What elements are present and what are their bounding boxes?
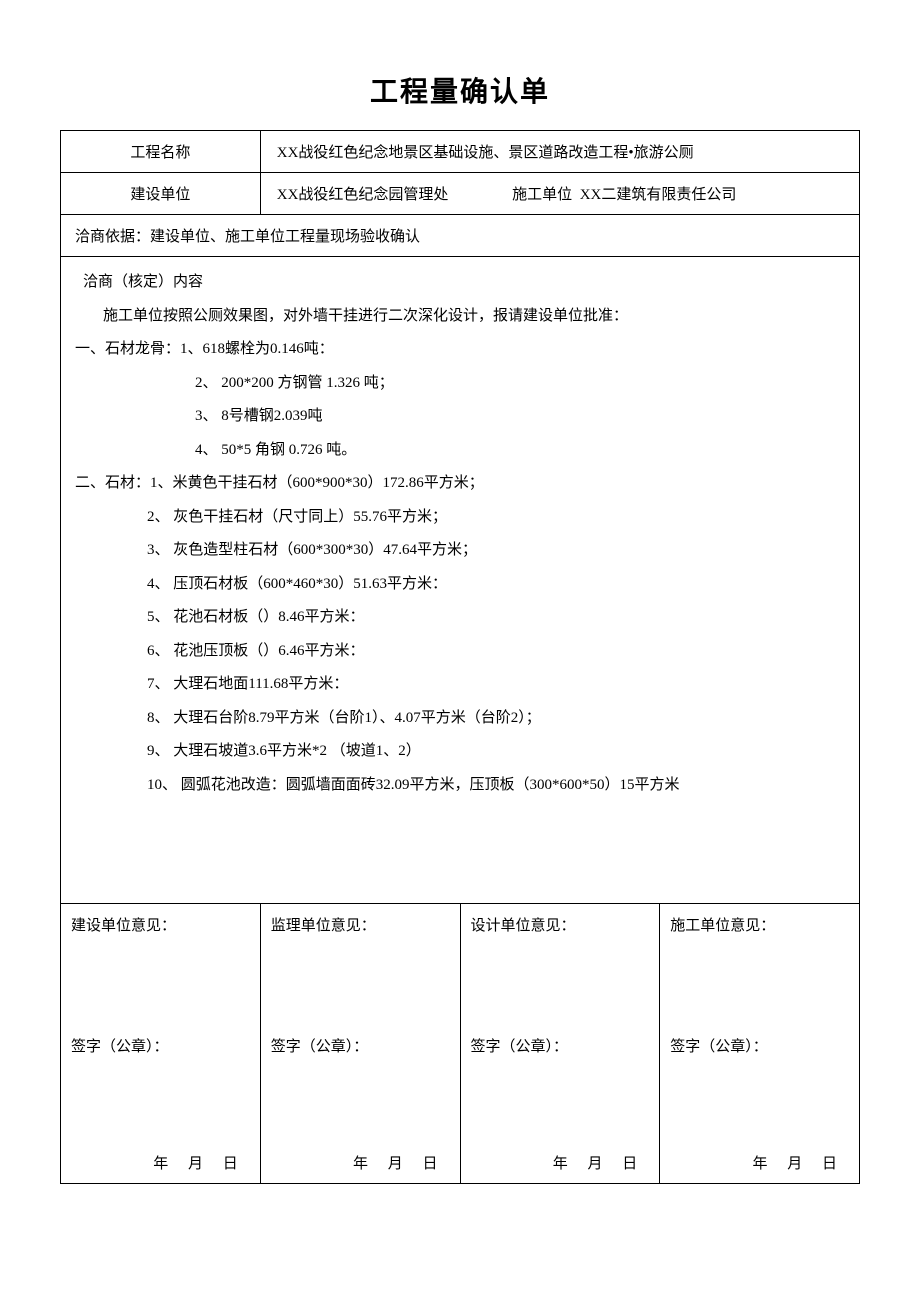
row-project-name: 工程名称 XX战役红色纪念地景区基础设施、景区道路改造工程•旅游公厕 <box>61 131 860 173</box>
section2-head: 二、石材：1、米黄色干挂石材（600*900*30）172.86平方米； <box>75 468 845 500</box>
label-project-name: 工程名称 <box>61 131 261 173</box>
s2-item: 7、 大理石地面111.68平方米： <box>75 669 845 701</box>
opinion-supervisor: 监理单位意见： 签字（公章）： 年 月 日 <box>260 904 460 1184</box>
s2-item: 3、 灰色造型柱石材（600*300*30）47.64平方米； <box>75 535 845 567</box>
s2-item: 4、 压顶石材板（600*460*30）51.63平方米： <box>75 569 845 601</box>
opinion-designer: 设计单位意见： 签字（公章）： 年 月 日 <box>460 904 660 1184</box>
owner-unit-value: XX战役红色纪念园管理处 <box>277 187 449 203</box>
s2-item: 10、 圆弧花池改造：圆弧墙面面砖32.09平方米，压顶板（300*600*50… <box>75 770 845 802</box>
sign-contractor: 签字（公章）： <box>670 1035 849 1056</box>
row-content: 洽商（核定）内容 施工单位按照公厕效果图，对外墙干挂进行二次深化设计，报请建设单… <box>61 257 860 904</box>
opinion-owner: 建设单位意见： 签字（公章）： 年 月 日 <box>61 904 261 1184</box>
basis-text: 洽商依据：建设单位、施工单位工程量现场验收确认 <box>61 215 860 257</box>
sign-designer: 签字（公章）： <box>471 1035 650 1056</box>
row-units: 建设单位 XX战役红色纪念园管理处 施工单位 XX二建筑有限责任公司 <box>61 173 860 215</box>
s1-item: 3、 8号槽钢2.039吨 <box>75 401 845 433</box>
date-contractor: 年 月 日 <box>752 1152 845 1173</box>
date-designer: 年 月 日 <box>553 1152 646 1173</box>
label-contractor-unit: 施工单位 <box>512 183 572 204</box>
s1-item: 2、 200*200 方钢管 1.326 吨； <box>75 368 845 400</box>
date-owner: 年 月 日 <box>153 1152 246 1173</box>
s2-item: 6、 花池压顶板（）6.46平方米： <box>75 636 845 668</box>
main-table: 工程名称 XX战役红色纪念地景区基础设施、景区道路改造工程•旅游公厕 建设单位 … <box>60 130 860 1184</box>
value-project-name: XX战役红色纪念地景区基础设施、景区道路改造工程•旅游公厕 <box>260 131 859 173</box>
date-supervisor: 年 月 日 <box>353 1152 446 1173</box>
opinion-owner-label: 建设单位意见： <box>71 914 250 935</box>
opinion-contractor: 施工单位意见： 签字（公章）： 年 月 日 <box>660 904 860 1184</box>
sign-owner: 签字（公章）： <box>71 1035 250 1056</box>
section1-head: 一、石材龙骨：1、618螺栓为0.146吨： <box>75 334 845 366</box>
s2-item: 5、 花池石材板（）8.46平方米： <box>75 602 845 634</box>
content-body: 洽商（核定）内容 施工单位按照公厕效果图，对外墙干挂进行二次深化设计，报请建设单… <box>61 257 860 904</box>
sign-supervisor: 签字（公章）： <box>271 1035 450 1056</box>
s2-item: 2、 灰色干挂石材（尺寸同上）55.76平方米； <box>75 502 845 534</box>
s2-item: 9、 大理石坡道3.6平方米*2 （坡道1、2） <box>75 736 845 768</box>
opinion-contractor-label: 施工单位意见： <box>670 914 849 935</box>
row-basis: 洽商依据：建设单位、施工单位工程量现场验收确认 <box>61 215 860 257</box>
row-opinions: 建设单位意见： 签字（公章）： 年 月 日 监理单位意见： 签字（公章）： 年 … <box>61 904 860 1184</box>
value-units: XX战役红色纪念园管理处 施工单位 XX二建筑有限责任公司 <box>260 173 859 215</box>
label-owner-unit: 建设单位 <box>61 173 261 215</box>
contractor-unit-text: XX二建筑有限责任公司 <box>580 187 737 203</box>
content-intro: 施工单位按照公厕效果图，对外墙干挂进行二次深化设计，报请建设单位批准： <box>75 301 845 333</box>
content-heading: 洽商（核定）内容 <box>75 267 845 299</box>
opinion-supervisor-label: 监理单位意见： <box>271 914 450 935</box>
document-title: 工程量确认单 <box>60 70 860 110</box>
opinion-designer-label: 设计单位意见： <box>471 914 650 935</box>
s1-item: 4、 50*5 角钢 0.726 吨。 <box>75 435 845 467</box>
s2-item: 8、 大理石台阶8.79平方米（台阶1）、4.07平方米（台阶2）； <box>75 703 845 735</box>
